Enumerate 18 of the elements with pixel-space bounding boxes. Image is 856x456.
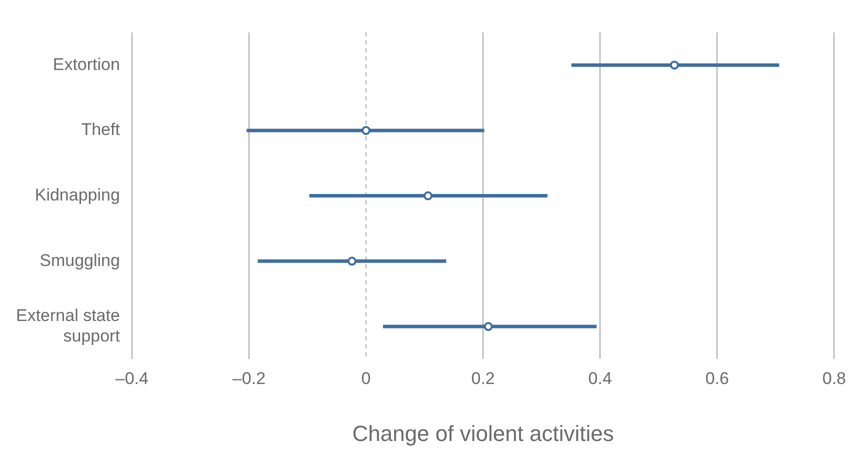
point bbox=[670, 60, 679, 70]
y-tick-label: Theft bbox=[81, 120, 120, 140]
x-axis-title: Change of violent activities bbox=[352, 420, 614, 446]
y-tick-label: Kidnapping bbox=[34, 185, 120, 204]
point bbox=[347, 256, 356, 266]
x-tick-label: –0.4 bbox=[115, 369, 148, 388]
x-tick-label: 0 bbox=[361, 369, 371, 388]
point bbox=[484, 322, 493, 332]
x-tick-label: 0.2 bbox=[471, 369, 495, 388]
x-tick-label: 0.8 bbox=[822, 369, 846, 388]
x-tick-label: 0.6 bbox=[705, 369, 729, 388]
y-tick-label: Extortion bbox=[52, 54, 120, 74]
y-tick-label: Smuggling bbox=[40, 250, 120, 270]
x-tick-label: 0.4 bbox=[588, 369, 612, 388]
point bbox=[424, 191, 433, 200]
y-tick-label: External state support bbox=[16, 306, 120, 346]
point bbox=[362, 126, 371, 135]
x-tick-label: –0.2 bbox=[232, 369, 266, 388]
